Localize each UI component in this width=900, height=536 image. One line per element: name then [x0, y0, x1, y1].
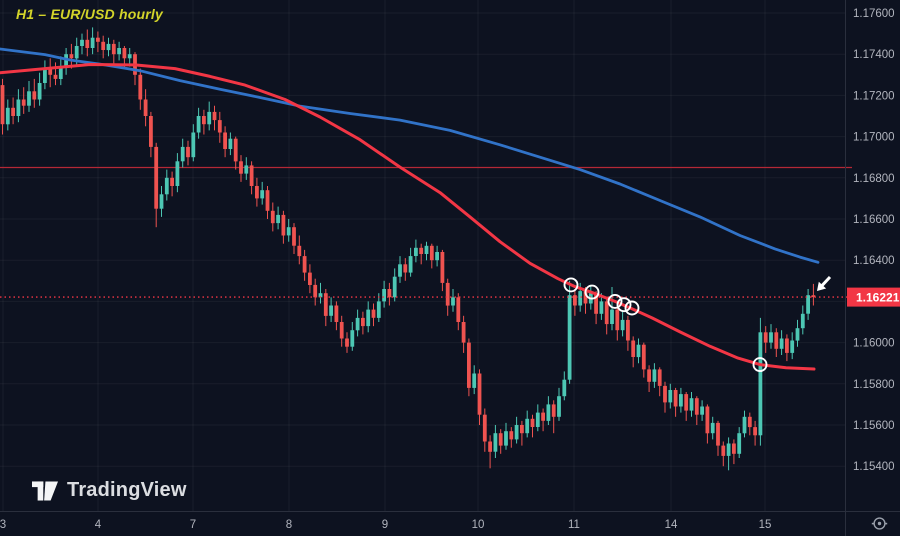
- scale-settings-button[interactable]: [869, 513, 889, 533]
- svg-text:1.16400: 1.16400: [853, 255, 895, 267]
- svg-text:1.17200: 1.17200: [853, 90, 895, 102]
- chart-note-title: H1 – EUR/USD hourly: [16, 6, 163, 22]
- price-scale[interactable]: [845, 0, 900, 511]
- svg-text:1.15400: 1.15400: [853, 461, 895, 473]
- last-price-label: 1.16221: [847, 287, 900, 307]
- svg-text:1.16221: 1.16221: [856, 290, 900, 304]
- svg-text:1.17000: 1.17000: [853, 132, 895, 144]
- ma-slow-line: [0, 47, 820, 264]
- svg-text:1.16800: 1.16800: [853, 173, 895, 185]
- svg-text:9: 9: [382, 519, 388, 531]
- svg-text:11: 11: [568, 519, 580, 531]
- svg-text:1.16600: 1.16600: [853, 214, 895, 226]
- time-scale[interactable]: [0, 511, 845, 536]
- svg-text:1.16000: 1.16000: [853, 338, 895, 350]
- gear-icon: [871, 516, 887, 530]
- svg-text:4: 4: [95, 519, 102, 531]
- svg-text:15: 15: [759, 519, 772, 531]
- svg-text:10: 10: [472, 519, 485, 531]
- arrow-annotation: [817, 275, 832, 291]
- time-axis-labels: 3 4 7 8 9 10 11 14 15: [0, 519, 771, 531]
- svg-text:1.17600: 1.17600: [853, 8, 895, 20]
- svg-text:14: 14: [665, 519, 678, 531]
- svg-text:1.15800: 1.15800: [853, 379, 895, 391]
- svg-text:3: 3: [0, 519, 6, 531]
- svg-text:7: 7: [190, 519, 196, 531]
- candles: [0, 27, 816, 471]
- svg-text:8: 8: [286, 519, 292, 531]
- ma-fast-line: [0, 63, 816, 371]
- tradingview-logo[interactable]: TradingView: [32, 479, 187, 502]
- annotation-circles: [563, 277, 768, 373]
- tradingview-brand-text: TradingView: [67, 479, 187, 501]
- tradingview-mark-icon: [32, 480, 58, 501]
- svg-text:1.17400: 1.17400: [853, 49, 895, 61]
- svg-text:1.15600: 1.15600: [853, 420, 895, 432]
